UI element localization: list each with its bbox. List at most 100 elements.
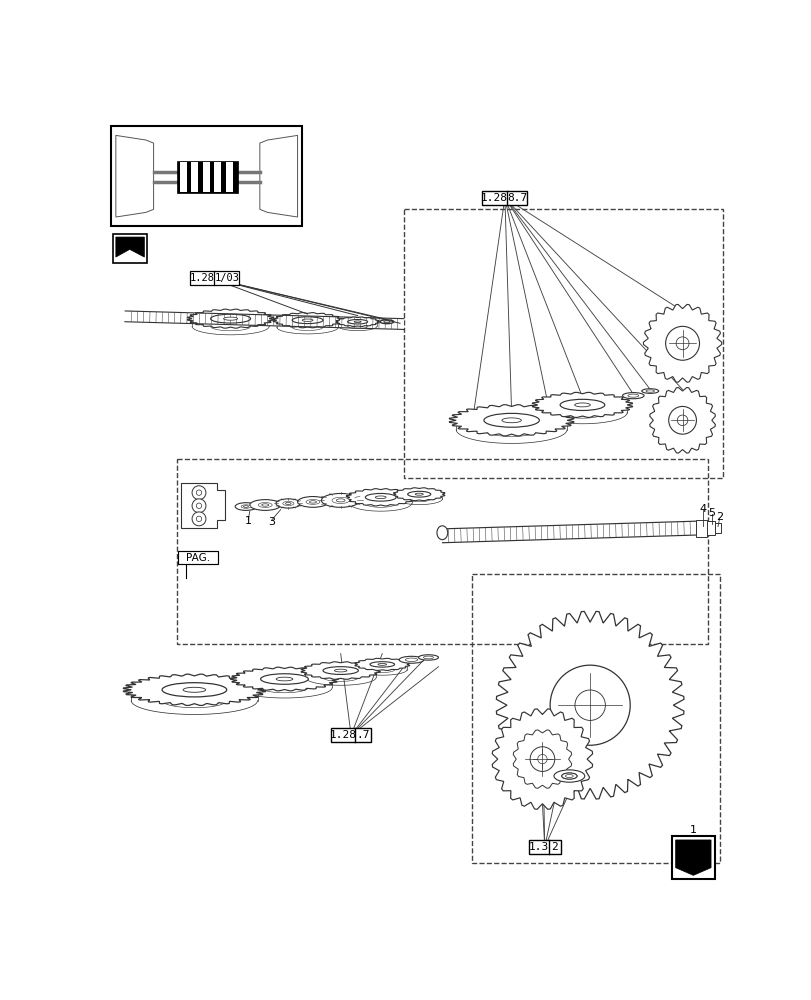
Ellipse shape	[564, 774, 573, 778]
Ellipse shape	[418, 655, 438, 660]
Bar	[177, 161, 238, 193]
Ellipse shape	[365, 493, 396, 501]
Bar	[706, 521, 714, 535]
Circle shape	[668, 406, 696, 434]
Circle shape	[530, 747, 554, 771]
Bar	[191, 162, 198, 192]
Circle shape	[574, 690, 605, 720]
Ellipse shape	[436, 526, 447, 540]
Bar	[403, 209, 723, 478]
Ellipse shape	[347, 320, 367, 324]
Text: 1/03: 1/03	[214, 273, 239, 283]
Circle shape	[537, 754, 547, 764]
Bar	[190, 271, 238, 285]
Bar	[214, 162, 221, 192]
Bar	[111, 126, 302, 226]
Bar	[113, 234, 148, 263]
Polygon shape	[187, 309, 273, 328]
Text: 1.3: 1.3	[528, 842, 548, 852]
Polygon shape	[116, 237, 144, 257]
Polygon shape	[123, 674, 265, 705]
Ellipse shape	[377, 663, 386, 665]
Ellipse shape	[292, 317, 323, 324]
Polygon shape	[272, 313, 341, 328]
Polygon shape	[513, 730, 571, 788]
Bar	[471, 574, 719, 863]
Bar	[696, 520, 706, 537]
Ellipse shape	[334, 669, 346, 672]
Ellipse shape	[235, 503, 256, 510]
Text: 8.7: 8.7	[506, 193, 526, 203]
Text: 3: 3	[268, 517, 275, 527]
Bar	[671, 836, 714, 879]
Ellipse shape	[405, 658, 417, 662]
Text: .7: .7	[356, 730, 370, 740]
Circle shape	[192, 486, 206, 500]
Ellipse shape	[210, 314, 251, 323]
Polygon shape	[532, 392, 632, 417]
Text: 2: 2	[715, 512, 723, 522]
Text: 2: 2	[551, 842, 558, 852]
Polygon shape	[301, 662, 380, 679]
Ellipse shape	[276, 677, 293, 681]
Text: 5: 5	[707, 508, 714, 518]
Ellipse shape	[297, 497, 328, 507]
Bar	[225, 162, 233, 192]
Text: 4: 4	[698, 504, 706, 514]
Ellipse shape	[370, 662, 394, 667]
Circle shape	[196, 503, 201, 508]
Ellipse shape	[250, 500, 281, 510]
Ellipse shape	[323, 667, 358, 674]
Text: PAG.: PAG.	[186, 553, 210, 563]
Polygon shape	[642, 304, 721, 382]
Text: 1: 1	[244, 516, 251, 526]
Circle shape	[192, 499, 206, 513]
Ellipse shape	[561, 773, 577, 779]
Text: 1.28: 1.28	[189, 273, 214, 283]
Polygon shape	[354, 658, 410, 670]
Ellipse shape	[241, 505, 251, 508]
Ellipse shape	[646, 390, 654, 392]
Ellipse shape	[306, 499, 320, 504]
Circle shape	[550, 665, 629, 745]
Polygon shape	[393, 488, 444, 501]
Ellipse shape	[321, 493, 359, 507]
Ellipse shape	[282, 501, 294, 506]
Ellipse shape	[375, 496, 386, 499]
Ellipse shape	[622, 393, 643, 399]
Polygon shape	[260, 135, 297, 217]
Ellipse shape	[627, 394, 638, 397]
Bar	[482, 191, 527, 205]
Text: 1.28: 1.28	[329, 730, 356, 740]
Ellipse shape	[483, 413, 539, 427]
Bar	[714, 523, 720, 533]
Ellipse shape	[354, 321, 361, 323]
Ellipse shape	[336, 499, 345, 502]
Circle shape	[196, 490, 201, 495]
Bar	[178, 551, 218, 564]
Bar	[177, 459, 707, 644]
Ellipse shape	[380, 320, 393, 324]
Ellipse shape	[574, 403, 590, 407]
Ellipse shape	[258, 503, 272, 507]
Ellipse shape	[223, 317, 238, 320]
Polygon shape	[496, 611, 683, 799]
Ellipse shape	[309, 501, 316, 503]
Bar	[528, 840, 560, 854]
Ellipse shape	[553, 770, 584, 782]
Circle shape	[534, 751, 550, 767]
Polygon shape	[345, 489, 414, 506]
Ellipse shape	[276, 499, 300, 508]
Text: 1.28: 1.28	[481, 193, 508, 203]
Circle shape	[196, 516, 201, 522]
Ellipse shape	[501, 418, 521, 423]
Ellipse shape	[285, 502, 290, 504]
Ellipse shape	[423, 656, 433, 659]
Circle shape	[676, 337, 689, 350]
Bar	[203, 162, 209, 192]
Polygon shape	[491, 709, 592, 809]
Polygon shape	[125, 311, 404, 329]
Bar	[330, 728, 371, 742]
Text: 1: 1	[689, 825, 696, 835]
Ellipse shape	[407, 491, 431, 497]
